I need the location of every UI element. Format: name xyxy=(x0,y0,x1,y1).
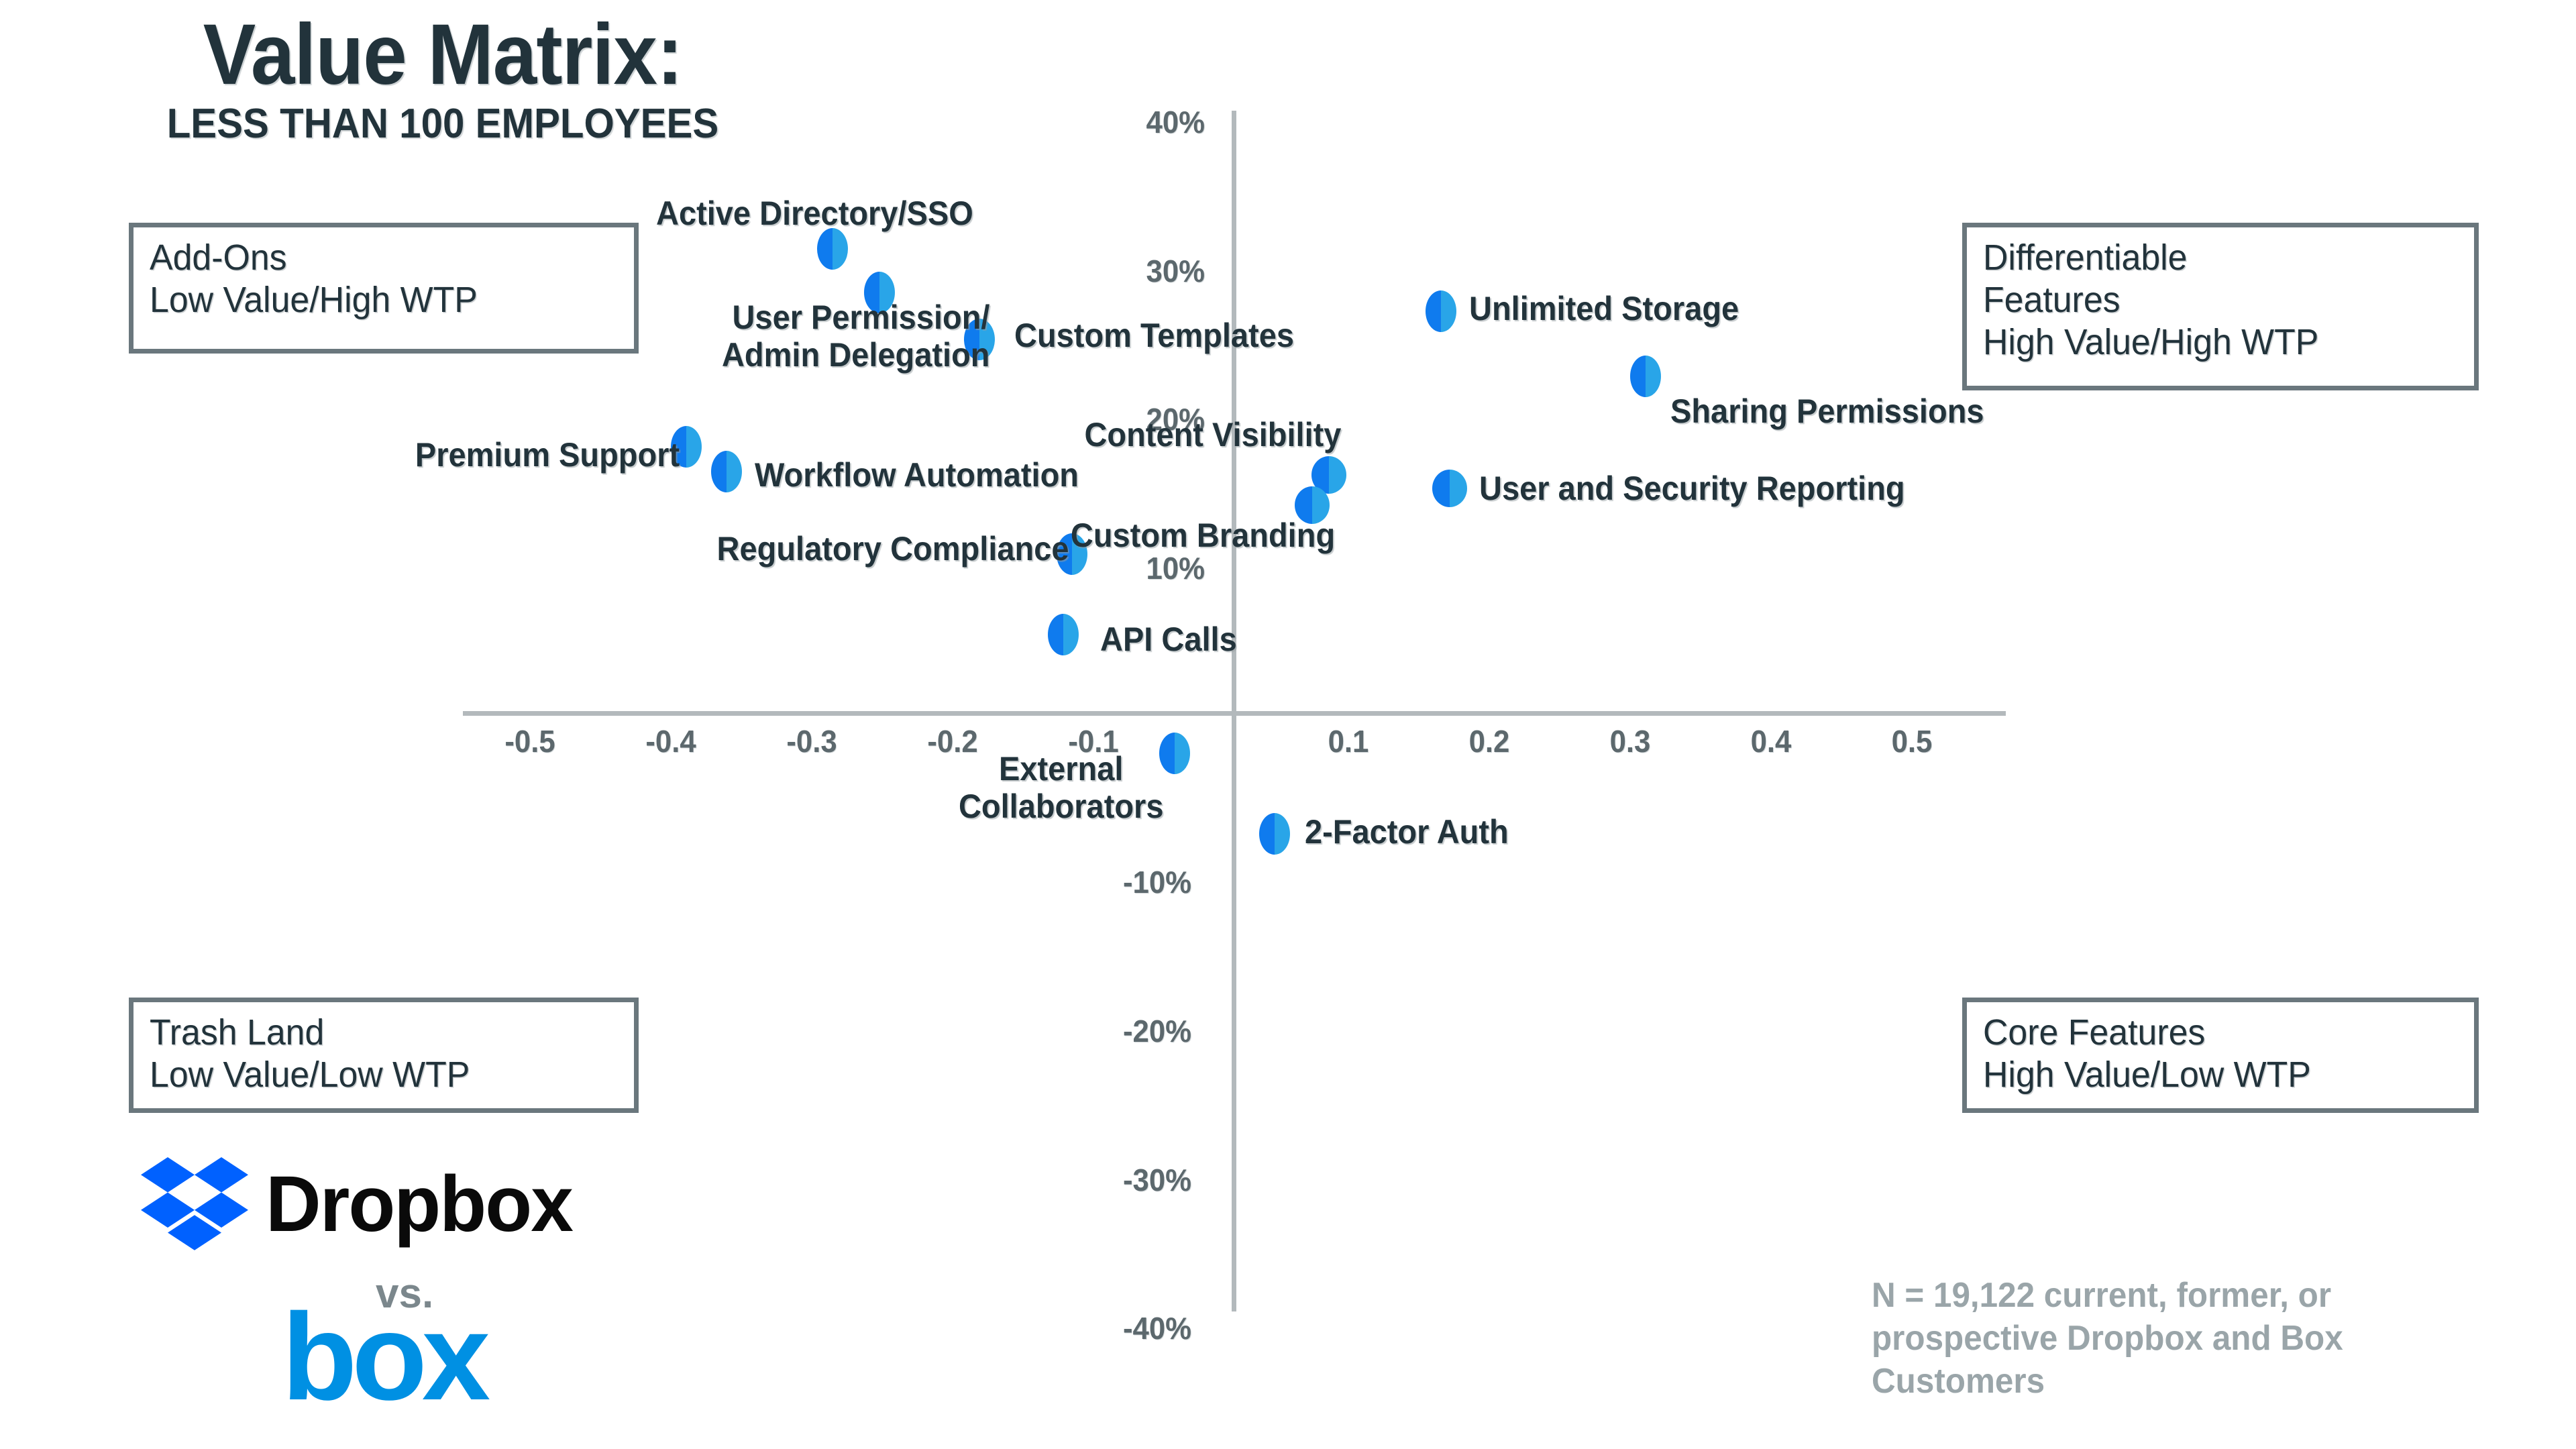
quadrant-label-core-features: Core Features High Value/Low WTP xyxy=(1962,998,2479,1113)
x-tick-label: -0.3 xyxy=(786,724,837,759)
point-label-user-and-security-reporting: User and Security Reporting xyxy=(1479,470,1905,507)
data-point-marker[interactable] xyxy=(1057,533,1087,575)
point-label-active-directory-sso: Active Directory/SSO xyxy=(656,195,973,232)
data-point-marker[interactable] xyxy=(711,451,742,492)
chart-title: Value Matrix: xyxy=(203,7,683,103)
data-point-marker[interactable] xyxy=(817,228,848,270)
dropbox-wordmark: Dropbox xyxy=(266,1160,574,1248)
title-block: Value Matrix: LESS THAN 100 EMPLOYEES xyxy=(0,12,885,146)
y-tick-label: -20% xyxy=(1122,1014,1191,1049)
y-tick-label: -40% xyxy=(1122,1311,1191,1346)
x-tick-label: -0.5 xyxy=(504,724,555,759)
data-point-marker[interactable] xyxy=(1295,486,1330,524)
logo-group: Dropbox vs. box xyxy=(127,1150,731,1432)
data-point-marker[interactable] xyxy=(1630,356,1661,397)
point-label-line-2: Collaborators xyxy=(958,788,1164,825)
y-axis-line xyxy=(1232,111,1236,1311)
quadrant-line-2: High Value/Low WTP xyxy=(1983,1055,2311,1095)
point-label-2-factor-auth: 2-Factor Auth xyxy=(1305,813,1509,851)
quadrant-line-1: Trash Land xyxy=(150,1012,325,1053)
x-tick-label: 0.3 xyxy=(1609,724,1651,759)
quadrant-label-differentiable-features: Differentiable Features High Value/High … xyxy=(1962,223,2479,390)
point-label-regulatory-compliance: Regulatory Compliance xyxy=(716,530,1069,568)
y-tick-label: 10% xyxy=(1146,551,1205,586)
data-point-marker[interactable] xyxy=(1426,290,1456,332)
point-label-custom-branding: Custom Branding xyxy=(1070,517,1336,554)
point-label-unlimited-storage: Unlimited Storage xyxy=(1469,290,1739,327)
point-label-line-2: Admin Delegation xyxy=(721,336,990,374)
point-label-external-collaborators: External Collaborators xyxy=(959,750,1164,825)
x-tick-label: -0.4 xyxy=(645,724,696,759)
x-tick-label: 0.1 xyxy=(1328,724,1369,759)
data-point-marker[interactable] xyxy=(864,272,895,313)
data-point-marker[interactable] xyxy=(1048,614,1079,655)
point-label-api-calls: API Calls xyxy=(1100,621,1237,658)
quadrant-line-1: Differentiable xyxy=(1983,237,2188,278)
x-tick-label: -0.2 xyxy=(927,724,978,759)
quadrant-line-3: High Value/High WTP xyxy=(1983,322,2319,363)
point-label-custom-templates: Custom Templates xyxy=(1014,317,1294,354)
y-tick-label: 30% xyxy=(1146,254,1205,288)
point-label-premium-support: Premium Support xyxy=(415,436,680,474)
quadrant-line-2: Low Value/High WTP xyxy=(150,280,478,321)
point-label-sharing-permissions: Sharing Permissions xyxy=(1670,392,1984,430)
quadrant-line-2: Low Value/Low WTP xyxy=(150,1055,470,1095)
x-tick-label: 0.2 xyxy=(1468,724,1510,759)
quadrant-label-trash-land: Trash Land Low Value/Low WTP xyxy=(129,998,639,1113)
box-wordmark: box xyxy=(282,1287,490,1426)
quadrant-label-add-ons: Add-Ons Low Value/High WTP xyxy=(129,223,639,354)
point-label-line-1: User Permission/ xyxy=(732,299,990,336)
x-tick-label: -0.1 xyxy=(1068,724,1119,759)
x-tick-label: 0.4 xyxy=(1750,724,1792,759)
versus-label: vs. xyxy=(376,1271,434,1317)
quadrant-line-1: Core Features xyxy=(1983,1012,2206,1053)
quadrant-line-1: Add-Ons xyxy=(150,237,287,278)
dropbox-icon xyxy=(141,1150,248,1258)
data-point-marker[interactable] xyxy=(1259,813,1290,855)
y-tick-label: 40% xyxy=(1146,105,1205,140)
y-tick-label: -30% xyxy=(1122,1163,1191,1197)
sample-size-footnote: N = 19,122 current, former, or prospecti… xyxy=(1872,1276,2343,1401)
point-label-content-visibility: Content Visibility xyxy=(1084,416,1342,453)
data-point-marker[interactable] xyxy=(671,426,702,468)
data-point-marker[interactable] xyxy=(1159,733,1190,774)
y-tick-label: 20% xyxy=(1146,402,1205,437)
point-label-user-permission: User Permission/ Admin Delegation xyxy=(722,299,1258,374)
point-label-workflow-automation: Workflow Automation xyxy=(755,456,1079,494)
point-label-line-1: External xyxy=(998,750,1124,788)
y-tick-label: -10% xyxy=(1122,865,1191,900)
x-tick-label: 0.5 xyxy=(1891,724,1933,759)
data-point-marker[interactable] xyxy=(1432,470,1467,507)
quadrant-line-2: Features xyxy=(1983,280,2121,321)
data-point-marker[interactable] xyxy=(964,319,995,360)
chart-subtitle: LESS THAN 100 EMPLOYEES xyxy=(166,101,719,147)
dropbox-logo: Dropbox xyxy=(141,1150,582,1258)
